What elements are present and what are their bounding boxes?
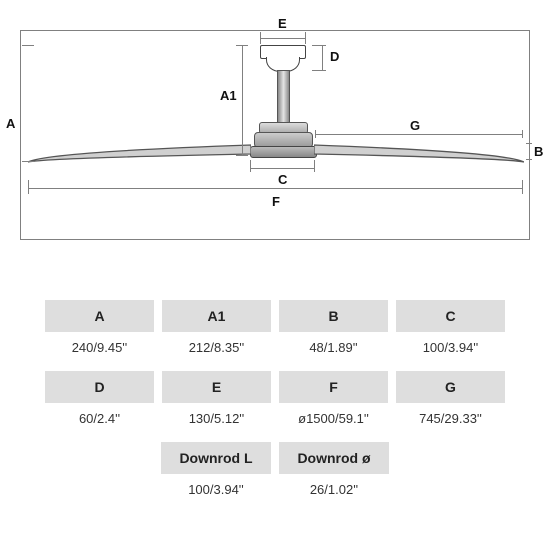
fan-blade-right-svg — [314, 140, 524, 164]
tick — [312, 45, 326, 46]
tick — [28, 188, 523, 189]
dim-label-C: C — [278, 172, 287, 187]
dim-label-G: G — [410, 118, 420, 133]
tick — [250, 160, 251, 172]
tick — [312, 70, 326, 71]
col-header: Downrod ø — [279, 442, 389, 474]
table-row: D E F G — [45, 371, 505, 403]
tick — [28, 180, 29, 194]
fan-hub — [250, 146, 317, 158]
cell-value: 100/3.94'' — [161, 476, 271, 511]
col-header: B — [279, 300, 388, 332]
tick — [22, 161, 34, 162]
tick — [22, 45, 34, 46]
cell-value: 100/3.94'' — [396, 334, 505, 369]
col-header: A1 — [162, 300, 271, 332]
fan-dimension-diagram: E D A1 A G B C F — [20, 30, 530, 240]
dimensions-table: A A1 B C 240/9.45'' 212/8.35'' 48/1.89''… — [45, 300, 505, 511]
col-header: C — [396, 300, 505, 332]
fan-downrod — [277, 70, 290, 124]
table-row: 60/2.4'' 130/5.12'' ø1500/59.1'' 745/29.… — [45, 405, 505, 440]
tick — [242, 45, 243, 155]
dim-label-D: D — [330, 49, 339, 64]
cell-value: 745/29.33'' — [396, 405, 505, 440]
tick — [260, 38, 306, 39]
col-header: D — [45, 371, 154, 403]
col-header: E — [162, 371, 271, 403]
dim-label-A1: A1 — [220, 88, 237, 103]
cell-value: 212/8.35'' — [162, 334, 271, 369]
tick — [526, 143, 532, 144]
tick — [250, 168, 315, 169]
table-row: Downrod L Downrod ø — [45, 442, 505, 474]
fan-blade-left-svg — [28, 140, 251, 164]
cell-value: 240/9.45'' — [45, 334, 154, 369]
col-header: A — [45, 300, 154, 332]
col-header: Downrod L — [161, 442, 271, 474]
col-header: G — [396, 371, 505, 403]
cell-value: ø1500/59.1'' — [279, 405, 388, 440]
tick — [522, 180, 523, 194]
dim-label-A: A — [6, 116, 15, 131]
table-row: 240/9.45'' 212/8.35'' 48/1.89'' 100/3.94… — [45, 334, 505, 369]
tick — [322, 45, 323, 70]
table-row: A A1 B C — [45, 300, 505, 332]
cell-value: 130/5.12'' — [162, 405, 271, 440]
table-row: 100/3.94'' 26/1.02'' — [45, 476, 505, 511]
cell-value: 26/1.02'' — [279, 476, 389, 511]
tick — [315, 134, 523, 135]
cell-value: 60/2.4'' — [45, 405, 154, 440]
dim-label-B: B — [534, 144, 543, 159]
cell-value: 48/1.89'' — [279, 334, 388, 369]
dim-label-E: E — [278, 16, 287, 31]
col-header: F — [279, 371, 388, 403]
dim-label-F: F — [272, 194, 280, 209]
fan-blade-right — [314, 140, 524, 164]
tick — [314, 160, 315, 172]
fan-blade-left — [28, 140, 251, 164]
tick — [526, 159, 532, 160]
tick — [236, 155, 248, 156]
